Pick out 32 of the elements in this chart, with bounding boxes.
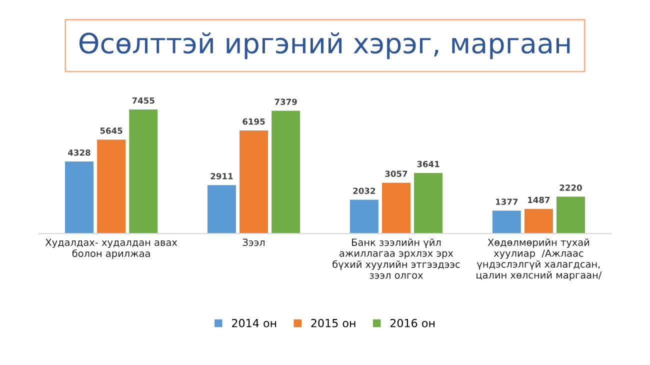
bar <box>492 210 521 234</box>
data-label: 3641 <box>417 160 440 168</box>
data-label: 4328 <box>68 149 90 156</box>
x-tick-label: Банк зээлийн үйл ажиллагаа эрхлэх эрх бүхий хуулийн этгээдээс зээл олгох <box>332 238 460 279</box>
bar <box>382 182 410 234</box>
bar <box>129 110 158 234</box>
data-label: 7379 <box>274 98 297 105</box>
data-label: 3057 <box>385 170 408 177</box>
bar <box>350 200 378 234</box>
x-tick-label: Хөдөлмөрийн тухай хуулиар /Ажлаас үндэслэлгүй халагдсан, цалин хөлсний маргаан/ <box>476 238 602 281</box>
legend-label: 2016 он <box>390 318 434 328</box>
data-label: 2911 <box>210 173 233 180</box>
x-tick-label: Зээл <box>242 238 265 246</box>
bar <box>414 172 443 234</box>
chart-title: Өсөлттэй иргэний хэрэг, маргаан <box>79 32 570 60</box>
data-label: 2032 <box>353 188 376 194</box>
legend-label: 2014 он <box>232 318 276 328</box>
bar <box>524 208 553 234</box>
bar <box>97 140 126 234</box>
bar <box>65 162 94 234</box>
data-label: 1377 <box>496 198 518 205</box>
x-tick-label: Худалдах- худалдан авах болон арилжаа <box>45 238 178 259</box>
data-label: 6195 <box>242 118 265 125</box>
bar <box>207 185 236 234</box>
bar <box>272 110 300 234</box>
data-label: 2220 <box>560 184 582 191</box>
bar <box>556 196 585 234</box>
data-label: 7455 <box>132 98 154 104</box>
data-label: 5645 <box>100 128 122 134</box>
legend-label: 2015 он <box>311 318 356 328</box>
bar <box>240 130 268 234</box>
data-label: 1487 <box>528 196 550 204</box>
